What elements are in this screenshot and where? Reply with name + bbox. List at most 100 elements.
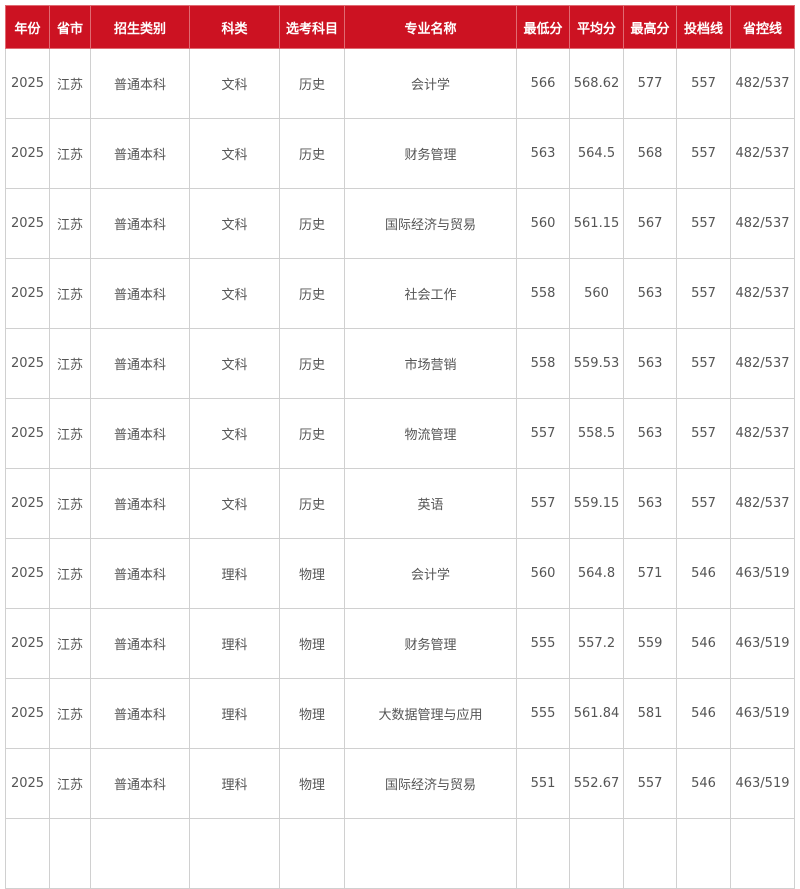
table-header-row: 年份 省市 招生类别 科类 选考科目 专业名称 最低分 平均分 最高分 投档线 省控线 <box>5 5 795 49</box>
cell-subject-type: 理科 <box>189 678 280 749</box>
cell-provincial-line: 482/537 <box>730 328 795 399</box>
cell-category: 普通本科 <box>90 748 190 819</box>
cell-category: 普通本科 <box>90 328 190 399</box>
cell-elective: 历史 <box>279 328 345 399</box>
header-subject-type: 科类 <box>189 5 280 49</box>
cell-max-score: 581 <box>623 678 677 749</box>
table-row: 2025 江苏 普通本科 理科 物理 大数据管理与应用 555 561.84 581 546 463… <box>5 678 795 749</box>
cell-cutoff-line: 557 <box>676 468 731 539</box>
cell-avg-score: 564.8 <box>569 538 624 609</box>
table-row: 2025 江苏 普通本科 文科 历史 会计学 566 568.62 577 557 482/537 <box>5 48 795 119</box>
cell-subject-type: 文科 <box>189 118 280 189</box>
cell-avg-score: 552.67 <box>569 748 624 819</box>
cell-subject-type: 文科 <box>189 328 280 399</box>
header-elective: 选考科目 <box>279 5 345 49</box>
cell-category: 普通本科 <box>90 48 190 119</box>
cell-province: 江苏 <box>49 118 91 189</box>
cell-min-score: 560 <box>516 538 570 609</box>
cell-provincial-line: 463/519 <box>730 748 795 819</box>
cell-subject-type: 文科 <box>189 48 280 119</box>
cell-cutoff-line: 546 <box>676 608 731 679</box>
cell-category: 普通本科 <box>90 398 190 469</box>
cell-avg-score: 568.62 <box>569 48 624 119</box>
cell-province: 江苏 <box>49 748 91 819</box>
cell-max-score: 563 <box>623 258 677 329</box>
cell-elective: 物理 <box>279 748 345 819</box>
cell-min-score: 560 <box>516 188 570 259</box>
cell-year: 2025 <box>5 258 50 329</box>
cell-subject-type: 文科 <box>189 468 280 539</box>
cell-elective: 历史 <box>279 188 345 259</box>
cell-empty <box>344 818 517 889</box>
cell-category: 普通本科 <box>90 468 190 539</box>
cell-provincial-line: 482/537 <box>730 118 795 189</box>
cell-elective: 历史 <box>279 398 345 469</box>
cell-year: 2025 <box>5 538 50 609</box>
cell-empty <box>676 818 731 889</box>
cell-province: 江苏 <box>49 328 91 399</box>
cell-max-score: 563 <box>623 328 677 399</box>
cell-category: 普通本科 <box>90 678 190 749</box>
header-min-score: 最低分 <box>516 5 570 49</box>
cell-provincial-line: 482/537 <box>730 398 795 469</box>
cell-province: 江苏 <box>49 608 91 679</box>
header-category: 招生类别 <box>90 5 190 49</box>
cell-avg-score: 561.84 <box>569 678 624 749</box>
cell-category: 普通本科 <box>90 118 190 189</box>
cell-min-score: 555 <box>516 678 570 749</box>
cell-provincial-line: 463/519 <box>730 678 795 749</box>
cell-provincial-line: 463/519 <box>730 608 795 679</box>
cell-elective: 物理 <box>279 538 345 609</box>
cell-empty <box>5 818 50 889</box>
cell-major: 英语 <box>344 468 517 539</box>
cell-avg-score: 557.2 <box>569 608 624 679</box>
cell-major: 物流管理 <box>344 398 517 469</box>
cell-year: 2025 <box>5 398 50 469</box>
cell-category: 普通本科 <box>90 188 190 259</box>
cell-cutoff-line: 557 <box>676 398 731 469</box>
cell-min-score: 558 <box>516 328 570 399</box>
cell-cutoff-line: 557 <box>676 188 731 259</box>
cell-cutoff-line: 557 <box>676 258 731 329</box>
cell-cutoff-line: 546 <box>676 538 731 609</box>
cell-provincial-line: 482/537 <box>730 258 795 329</box>
table-row: 2025 江苏 普通本科 文科 历史 市场营销 558 559.53 563 557 482/537 <box>5 328 795 399</box>
cell-subject-type: 理科 <box>189 538 280 609</box>
cell-elective: 物理 <box>279 678 345 749</box>
cell-elective: 历史 <box>279 468 345 539</box>
cell-province: 江苏 <box>49 188 91 259</box>
cell-province: 江苏 <box>49 678 91 749</box>
header-major: 专业名称 <box>344 5 517 49</box>
cell-subject-type: 文科 <box>189 258 280 329</box>
cell-provincial-line: 482/537 <box>730 48 795 119</box>
header-max-score: 最高分 <box>623 5 677 49</box>
cell-max-score: 557 <box>623 748 677 819</box>
cell-min-score: 557 <box>516 468 570 539</box>
cell-max-score: 559 <box>623 608 677 679</box>
cell-avg-score: 559.15 <box>569 468 624 539</box>
admission-scores-table: 年份 省市 招生类别 科类 选考科目 专业名称 最低分 平均分 最高分 投档线 省控线 2025 江苏… <box>5 5 795 889</box>
table-row: 2025 江苏 普通本科 理科 物理 财务管理 555 557.2 559 546 463/519 <box>5 608 795 679</box>
cell-major: 市场营销 <box>344 328 517 399</box>
cell-provincial-line: 482/537 <box>730 188 795 259</box>
cell-province: 江苏 <box>49 468 91 539</box>
cell-avg-score: 559.53 <box>569 328 624 399</box>
cell-major: 财务管理 <box>344 608 517 679</box>
header-provincial-line: 省控线 <box>730 5 795 49</box>
cell-max-score: 577 <box>623 48 677 119</box>
cell-major: 国际经济与贸易 <box>344 188 517 259</box>
cell-year: 2025 <box>5 118 50 189</box>
cell-empty <box>49 818 91 889</box>
header-year: 年份 <box>5 5 50 49</box>
cell-year: 2025 <box>5 48 50 119</box>
cell-elective: 历史 <box>279 258 345 329</box>
cell-category: 普通本科 <box>90 258 190 329</box>
cell-empty <box>90 818 190 889</box>
cell-province: 江苏 <box>49 258 91 329</box>
cell-province: 江苏 <box>49 48 91 119</box>
table-row <box>5 818 795 889</box>
cell-cutoff-line: 557 <box>676 48 731 119</box>
cell-provincial-line: 463/519 <box>730 538 795 609</box>
cell-major: 国际经济与贸易 <box>344 748 517 819</box>
cell-max-score: 563 <box>623 398 677 469</box>
